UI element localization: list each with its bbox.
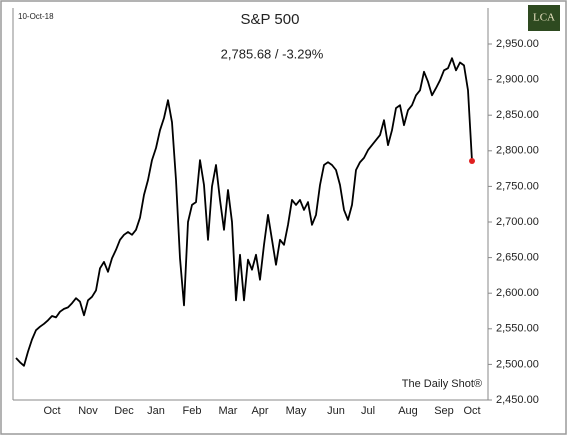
source-label: The Daily Shot®	[402, 378, 482, 390]
y-tick-label: 2,450.00	[496, 394, 539, 406]
x-tick-label: Oct	[43, 405, 60, 417]
x-tick-label: Apr	[251, 405, 268, 417]
y-tick-label: 2,800.00	[496, 145, 539, 157]
logo: LCA	[533, 12, 555, 24]
chart-subtitle: 2,785.68 / -3.29%	[221, 46, 324, 61]
x-tick-label: Mar	[219, 405, 238, 417]
y-tick-label: 2,700.00	[496, 216, 539, 228]
x-tick-label: Dec	[114, 405, 134, 417]
y-tick-label: 2,500.00	[496, 358, 539, 370]
last-point-marker	[469, 157, 475, 164]
x-tick-label: Feb	[183, 405, 202, 417]
y-tick-label: 2,550.00	[496, 323, 539, 335]
chart-title: S&P 500	[241, 11, 300, 28]
y-tick-label: 2,850.00	[496, 109, 539, 121]
y-tick-label: 2,950.00	[496, 38, 539, 50]
x-tick-label: May	[286, 405, 307, 417]
x-tick-label: Nov	[78, 405, 98, 417]
x-tick-label: Aug	[398, 405, 418, 417]
x-tick-label: Jul	[361, 405, 375, 417]
y-tick-label: 2,650.00	[496, 252, 539, 264]
x-tick-label: Sep	[434, 405, 454, 417]
price-line	[15, 57, 473, 367]
x-tick-label: Oct	[463, 405, 480, 417]
y-tick-label: 2,600.00	[496, 287, 539, 299]
x-tick-label: Jun	[327, 405, 345, 417]
logo-box	[528, 5, 560, 31]
date-label: 10-Oct-18	[18, 12, 54, 21]
y-tick-label: 2,750.00	[496, 180, 539, 192]
y-tick-label: 2,900.00	[496, 74, 539, 86]
x-tick-label: Jan	[147, 405, 165, 417]
